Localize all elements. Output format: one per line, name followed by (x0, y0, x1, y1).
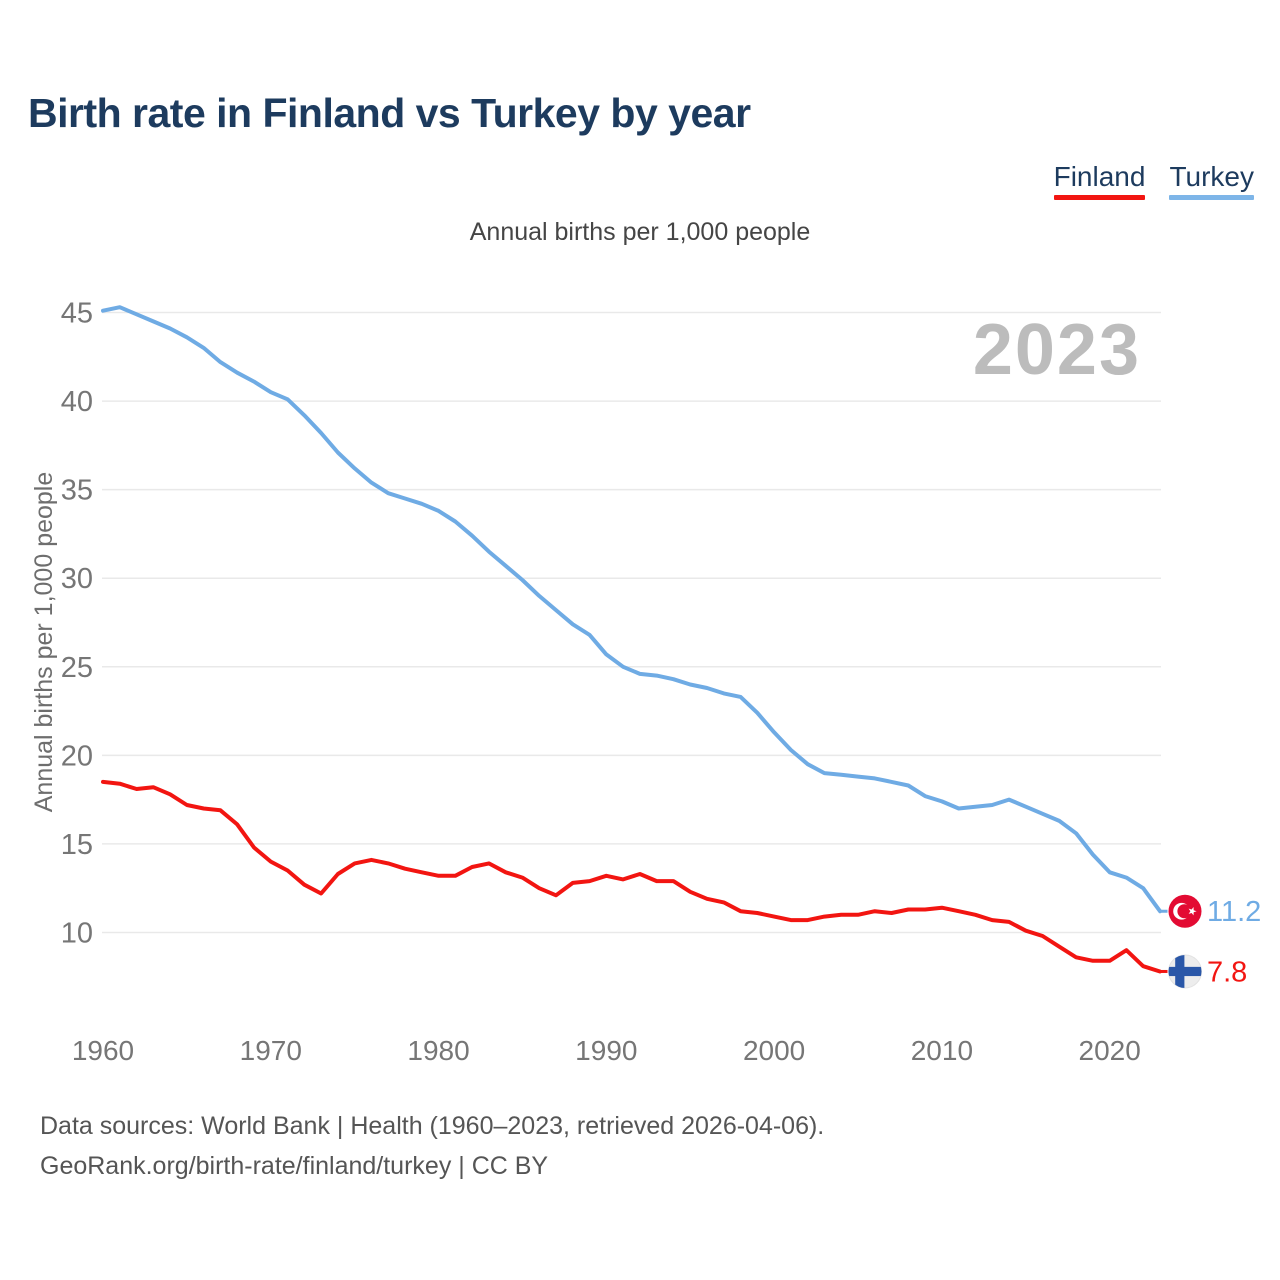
x-tick-label: 2010 (911, 1035, 973, 1066)
legend-label-turkey[interactable]: Turkey (1169, 161, 1254, 192)
turkey-end-value-label: 11.2 (1207, 896, 1261, 928)
y-tick-label: 25 (61, 652, 93, 684)
y-axis-title: Annual births per 1,000 people (30, 472, 58, 813)
finland-end-value-label: 7.8 (1207, 956, 1247, 988)
footer: Data sources: World Bank | Health (1960–… (40, 1106, 824, 1186)
page-title: Birth rate in Finland vs Turkey by year (28, 90, 751, 136)
y-tick-label: 40 (61, 386, 93, 418)
y-tick-label: 15 (61, 829, 93, 861)
footer-attribution: GeoRank.org/birth-rate/finland/turkey | … (40, 1152, 549, 1180)
x-tick-label: 1990 (575, 1035, 637, 1066)
chart-subtitle: Annual births per 1,000 people (469, 218, 811, 246)
x-tick-label: 2000 (743, 1035, 805, 1066)
legend-label-finland[interactable]: Finland (1053, 161, 1146, 192)
y-tick-label: 45 (61, 298, 93, 330)
legend: Finland Turkey (1053, 161, 1254, 200)
turkey-flag-icon (1168, 894, 1202, 928)
footer-sources: Data sources: World Bank | Health (1960–… (40, 1112, 825, 1140)
y-tick-label: 20 (61, 740, 93, 772)
legend-underline-turkey (1169, 195, 1254, 200)
finland-flag-cross-h (1168, 966, 1202, 977)
legend-item-finland[interactable]: Finland (1053, 161, 1146, 200)
turkey-flag-crescent-inner (1177, 904, 1192, 919)
finland-line (101, 779, 1162, 974)
legend-item-turkey[interactable]: Turkey (1169, 162, 1254, 200)
y-tick-label: 35 (61, 475, 93, 507)
finland-flag-cross-v (1175, 954, 1185, 988)
x-tick-label: 1970 (240, 1035, 302, 1066)
x-tick-label: 1960 (72, 1035, 134, 1066)
turkey-line (101, 305, 1162, 914)
y-tick-label: 10 (61, 918, 93, 950)
x-tick-label: 1980 (407, 1035, 469, 1066)
watermark-year: 2023 (973, 310, 1141, 390)
x-tick-label: 2020 (1079, 1035, 1141, 1066)
turkey-flag-star (1188, 907, 1197, 916)
legend-underline-finland (1053, 195, 1146, 200)
y-tick-label: 30 (61, 563, 93, 595)
finland-flag-icon (1168, 954, 1202, 989)
